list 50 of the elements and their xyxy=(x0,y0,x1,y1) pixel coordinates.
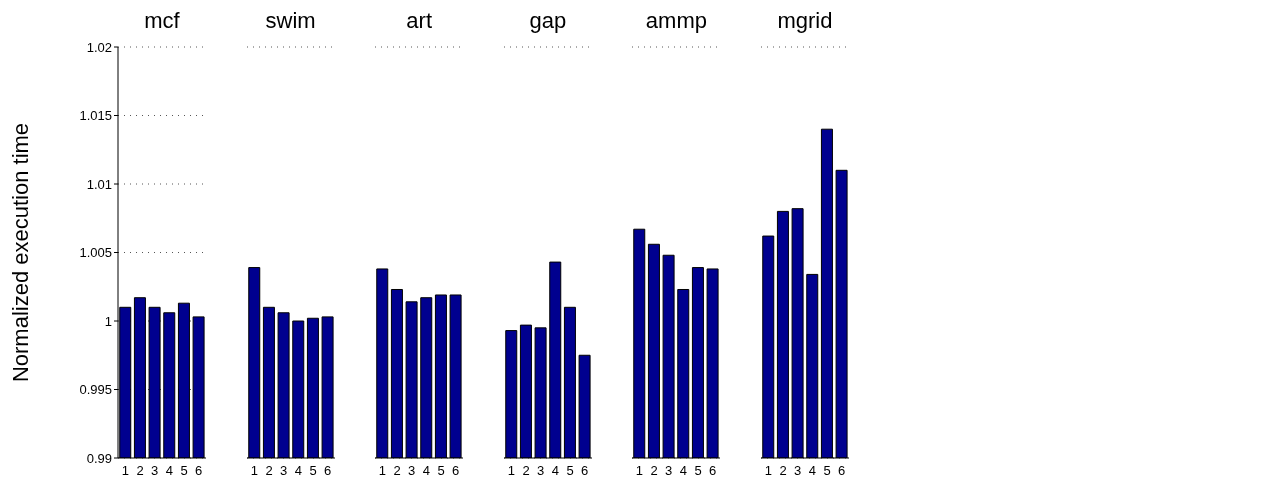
x-tick-label: 4 xyxy=(422,463,431,479)
x-tick-label: 6 xyxy=(323,463,331,479)
x-tick-label: 5 xyxy=(694,463,703,479)
x-tick-label: 5 xyxy=(308,463,317,479)
x-tick-label: 5 xyxy=(823,463,831,479)
x-tick-label: 5 xyxy=(437,463,445,479)
x-tick-label: 3 xyxy=(151,463,159,479)
x-tick-label: 2 xyxy=(136,463,144,479)
x-tick-label: 3 xyxy=(408,463,416,479)
x-tick-label: 1 xyxy=(250,463,258,479)
x-tick-label: 5 xyxy=(566,463,574,479)
x-tick-label: 1 xyxy=(121,463,129,479)
x-tick-label: 6 xyxy=(580,463,589,479)
x-tick-label: 1 xyxy=(507,463,515,479)
x-tick-label: 1 xyxy=(378,463,387,479)
x-tick-label: 1 xyxy=(764,463,772,479)
y-tick-label: 0.99 xyxy=(86,450,112,466)
chart-title: gap xyxy=(528,8,568,34)
y-tick-label: 1.02 xyxy=(86,39,112,55)
x-tick-label: 6 xyxy=(452,463,460,479)
x-tick-label: 2 xyxy=(393,463,401,479)
y-tick-label: 1.01 xyxy=(86,176,112,192)
y-tick-label: 0.995 xyxy=(79,382,112,398)
x-tick-label: 3 xyxy=(279,463,287,479)
x-tick-label: 6 xyxy=(838,463,846,479)
x-tick-label: 4 xyxy=(294,463,302,479)
x-tick-label: 6 xyxy=(195,463,203,479)
y-tick-label: 1.005 xyxy=(79,245,112,261)
chart-title: ammp xyxy=(644,8,708,34)
x-tick-label: 3 xyxy=(665,463,673,479)
x-tick-label: 3 xyxy=(536,463,545,479)
x-tick-label: 4 xyxy=(808,463,816,479)
x-tick-label: 2 xyxy=(650,463,659,479)
x-tick-label: 3 xyxy=(794,463,802,479)
y-axis-title: Normalized execution time xyxy=(7,122,33,383)
x-tick-label: 2 xyxy=(264,463,273,479)
y-tick-label: 1.015 xyxy=(79,108,112,124)
chart-title: mgrid xyxy=(776,8,834,34)
y-tick-label: 1 xyxy=(104,313,112,329)
x-tick-label: 2 xyxy=(779,463,787,479)
x-tick-label: 5 xyxy=(180,463,188,479)
x-tick-label: 4 xyxy=(680,463,688,479)
x-tick-label: 1 xyxy=(636,463,644,479)
chart-title: swim xyxy=(264,8,317,34)
chart-title: mcf xyxy=(143,8,181,34)
x-tick-label: 2 xyxy=(522,463,530,479)
chart-title: art xyxy=(405,8,434,34)
x-tick-label: 6 xyxy=(709,463,717,479)
x-tick-label: 4 xyxy=(165,463,173,479)
x-tick-label: 4 xyxy=(551,463,559,479)
